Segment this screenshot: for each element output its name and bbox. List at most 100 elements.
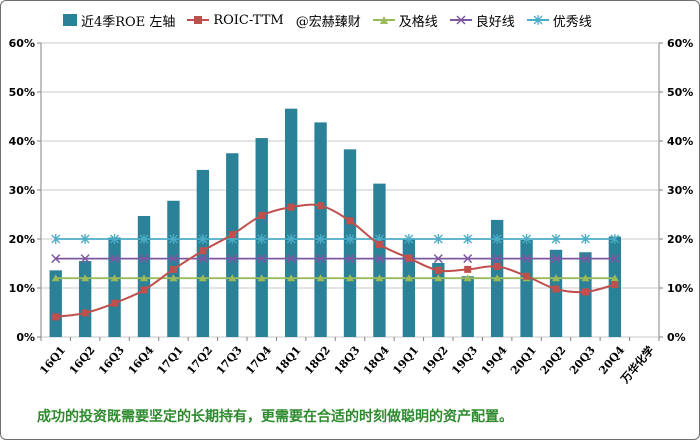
legend-swatch-roic: [187, 14, 210, 26]
x-tick-label: 20Q1: [508, 344, 539, 377]
legend-label-pass: 及格线: [398, 14, 438, 30]
marker-good-line: [316, 254, 326, 264]
bar-roe: [226, 153, 239, 337]
marker-roic: [464, 265, 472, 273]
y-tick-label-left: 30%: [9, 184, 35, 197]
legend-swatch-excellent: [526, 14, 549, 26]
bar-roe: [402, 239, 416, 337]
marker-roic: [552, 285, 560, 293]
x-tick-label: 18Q4: [361, 343, 392, 377]
marker-excellent-line: [610, 234, 620, 244]
marker-pass-line: [257, 274, 266, 282]
marker-roic: [287, 203, 295, 211]
legend-swatch-pass: [372, 14, 395, 26]
legend-label-good: 良好线: [475, 14, 515, 30]
footer-note: 成功的投资既需要坚定的长期持有，更需要在合适的时刻做聪明的资产配置。: [37, 409, 513, 425]
marker-good-line: [551, 254, 561, 264]
marker-pass-line: [375, 274, 384, 282]
marker-roic: [581, 288, 589, 296]
legend-swatch-good: [449, 14, 472, 26]
y-tick-label-right: 50%: [667, 86, 693, 99]
x-tick-label: 16Q2: [67, 344, 98, 377]
y-tick-label-left: 0%: [16, 331, 35, 344]
marker-good-line: [198, 254, 208, 264]
y-tick-label-right: 20%: [667, 233, 693, 246]
marker-roic: [52, 313, 60, 321]
marker-good-line: [345, 254, 355, 264]
x-tick-label: 16Q1: [37, 344, 68, 377]
marker-good-line: [286, 254, 296, 264]
y-tick-label-right: 30%: [667, 184, 693, 197]
bar-roe: [373, 183, 386, 337]
marker-roic: [169, 265, 177, 273]
marker-excellent-line: [51, 234, 61, 244]
marker-roic: [346, 217, 354, 225]
y-tick-label-left: 10%: [9, 282, 35, 295]
x-tick-label: 16Q4: [126, 343, 157, 377]
marker-good-line: [492, 254, 502, 264]
x-tick-label: 19Q2: [420, 344, 451, 377]
x-tick-label: 18Q3: [332, 344, 363, 377]
marker-roic: [258, 211, 266, 219]
bar-roe: [520, 239, 533, 337]
legend-item-excellent: 优秀线: [526, 11, 592, 30]
marker-good-line: [522, 254, 532, 264]
marker-roic: [405, 254, 413, 262]
legend-item-roic: ROIC-TTM: [187, 12, 284, 28]
marker-excellent-line: [433, 234, 443, 244]
marker-excellent-line: [80, 234, 90, 244]
marker-pass-line: [610, 274, 619, 282]
y-tick-label-left: 20%: [9, 233, 35, 246]
y-tick-label-left: 60%: [9, 37, 35, 50]
marker-excellent-line: [522, 234, 532, 244]
marker-roic: [140, 286, 148, 294]
marker-excellent-line: [110, 234, 120, 244]
marker-good-line: [463, 254, 473, 264]
bar-roe: [549, 249, 563, 337]
marker-roic: [111, 299, 119, 307]
legend-label-roe: 近4季ROE 左轴: [81, 14, 176, 30]
x-tick-label: 19Q3: [449, 344, 480, 377]
legend-item-good: 良好线: [449, 11, 515, 30]
marker-roic: [493, 262, 501, 270]
marker-roic: [81, 309, 89, 317]
marker-pass-line: [81, 274, 90, 282]
marker-excellent-line: [345, 234, 355, 244]
legend-item-pass: 及格线: [372, 11, 438, 30]
x-tick-label: 17Q3: [214, 344, 245, 377]
y-tick-label-right: 40%: [667, 135, 693, 148]
x-tick-label: 19Q4: [479, 343, 510, 377]
x-tick-label: 20Q3: [567, 344, 598, 377]
marker-good-line: [51, 254, 61, 264]
marker-good-line: [227, 254, 237, 264]
marker-pass-line: [434, 274, 443, 282]
marker-roic: [199, 247, 207, 255]
x-tick-label: 17Q4: [243, 343, 274, 377]
marker-pass-line: [140, 274, 148, 282]
marker-excellent-line: [551, 234, 561, 244]
marker-pass-line: [110, 274, 119, 282]
marker-good-line: [168, 254, 178, 264]
x-tick-label: 16Q3: [96, 344, 127, 377]
marker-roic: [611, 281, 619, 289]
marker-pass-line: [51, 274, 60, 282]
marker-pass-line: [463, 274, 472, 282]
legend-label-excellent: 优秀线: [552, 14, 592, 30]
bar-roe: [108, 237, 121, 337]
marker-pass-line: [552, 274, 560, 282]
bar-roe: [284, 108, 298, 337]
legend-item-roe: 近4季ROE 左轴: [63, 11, 175, 30]
marker-good-line: [433, 254, 443, 264]
x-tick-label: 17Q1: [155, 344, 186, 377]
y-tick-label-right: 60%: [667, 37, 693, 50]
watermark-text: @宏赫臻财: [295, 14, 361, 30]
legend-swatch-roe: [63, 14, 77, 26]
marker-excellent-line: [316, 234, 326, 244]
marker-excellent-line: [168, 234, 178, 244]
legend-label-roic: ROIC-TTM: [213, 12, 284, 28]
marker-pass-line: [287, 274, 296, 282]
y-tick-label-right: 10%: [667, 282, 693, 295]
marker-good-line: [610, 254, 620, 264]
